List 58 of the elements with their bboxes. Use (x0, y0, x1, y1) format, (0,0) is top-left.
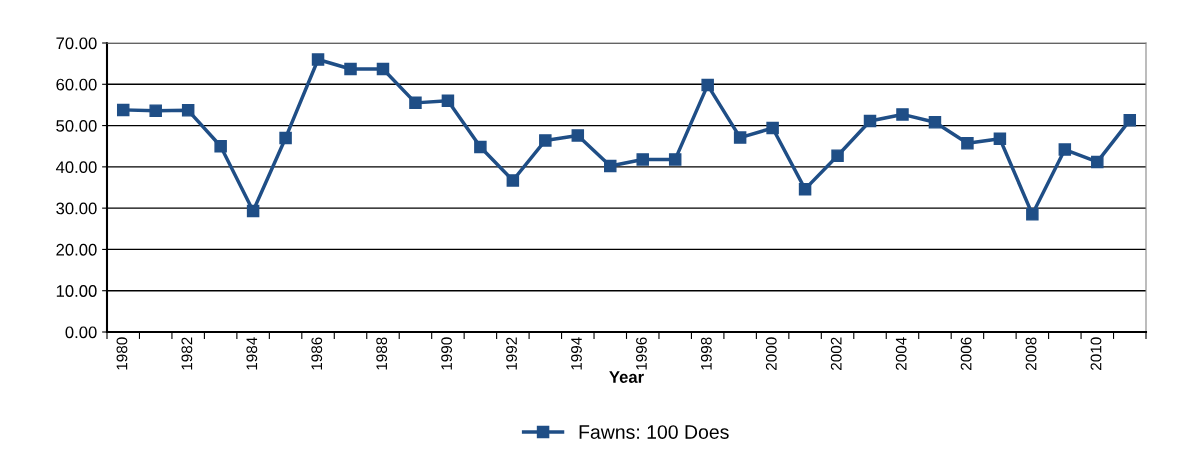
y-tick-label: 20.00 (56, 243, 97, 256)
point (1058, 143, 1072, 156)
point (539, 134, 552, 147)
x-axis-title: Year (609, 371, 644, 383)
x-tick-label: 1982 (181, 337, 193, 370)
point (733, 131, 747, 144)
y-tick-label: 10.00 (56, 285, 97, 297)
x-tick-label: 1992 (506, 337, 517, 370)
point (344, 62, 357, 76)
point (506, 174, 520, 187)
x-tick-label: 1984 (246, 337, 258, 370)
point (409, 96, 422, 110)
point (1123, 113, 1137, 127)
point (928, 116, 942, 129)
point (311, 53, 325, 66)
point (604, 159, 617, 173)
x-tick-label: 2004 (895, 337, 907, 370)
point (668, 153, 682, 166)
x-tick-label: 1990 (441, 337, 453, 370)
x-tick-label: 2010 (1090, 337, 1102, 370)
point (701, 78, 714, 92)
x-tick-label: 2008 (1025, 337, 1037, 370)
point (279, 131, 292, 145)
y-tick-label: 0.00 (65, 326, 97, 339)
point (181, 104, 195, 117)
x-tick-label: 2000 (765, 337, 777, 370)
point (571, 129, 585, 142)
point (961, 137, 974, 150)
x-tick-label: 1980 (116, 337, 128, 370)
point (993, 132, 1007, 146)
x-tick-label: 2002 (830, 337, 842, 370)
point (376, 62, 390, 76)
point (474, 140, 487, 154)
x-tick-label: 1998 (700, 337, 712, 370)
legend-label: Fawns: 100 Does (579, 425, 729, 439)
x-tick-label: 1996 (636, 337, 647, 370)
point (116, 103, 130, 117)
point (1026, 208, 1039, 221)
point (798, 182, 812, 196)
point (149, 104, 162, 117)
y-tick-label: 50.00 (56, 119, 97, 132)
point (214, 139, 227, 153)
point (1091, 155, 1104, 169)
y-tick-label: 40.00 (55, 161, 97, 174)
y-tick-label: 60.00 (56, 78, 97, 91)
x-tick-label: 1994 (571, 337, 582, 370)
point (896, 108, 909, 121)
point (636, 153, 649, 166)
point (863, 114, 877, 128)
x-tick-label: 1986 (311, 337, 323, 370)
y-tick-label: 30.00 (56, 202, 97, 215)
x-tick-label: 2006 (960, 337, 972, 370)
point (831, 149, 844, 162)
point (441, 94, 455, 108)
y-tick-label: 70.00 (56, 37, 97, 50)
point (246, 204, 260, 218)
x-tick-label: 1988 (376, 337, 388, 370)
point (766, 121, 779, 135)
